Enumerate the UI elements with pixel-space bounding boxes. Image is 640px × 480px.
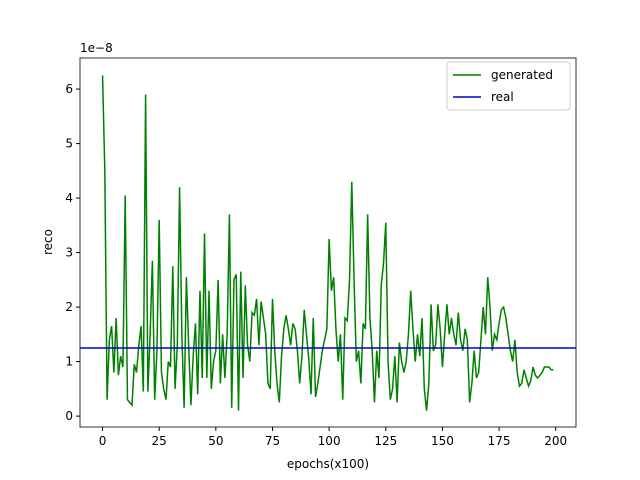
y-tick-label: 5 (65, 137, 73, 151)
x-tick-label: 0 (99, 434, 107, 448)
legend-label: generated (491, 68, 553, 82)
x-axis-label: epochs(x100) (287, 457, 369, 471)
x-tick-label: 100 (318, 434, 341, 448)
x-tick-label: 50 (208, 434, 223, 448)
y-tick-label: 3 (65, 246, 73, 260)
x-tick-label: 25 (152, 434, 167, 448)
x-tick-label: 150 (431, 434, 454, 448)
series-line (101, 75, 554, 411)
x-tick-label: 200 (544, 434, 567, 448)
y-axis-label: reco (41, 229, 55, 255)
x-tick-label: 125 (374, 434, 397, 448)
y-tick-label: 0 (65, 409, 73, 423)
legend-label: real (491, 90, 514, 104)
offset-label: 1e−8 (80, 41, 113, 55)
axes-frame (79, 57, 577, 428)
y-tick-label: 1 (65, 355, 73, 369)
y-tick-label: 4 (65, 191, 73, 205)
x-tick-label: 175 (488, 434, 511, 448)
legend-box (446, 61, 571, 111)
y-tick-label: 2 (65, 300, 73, 314)
x-tick-label: 75 (265, 434, 280, 448)
y-tick-label: 6 (65, 82, 73, 96)
